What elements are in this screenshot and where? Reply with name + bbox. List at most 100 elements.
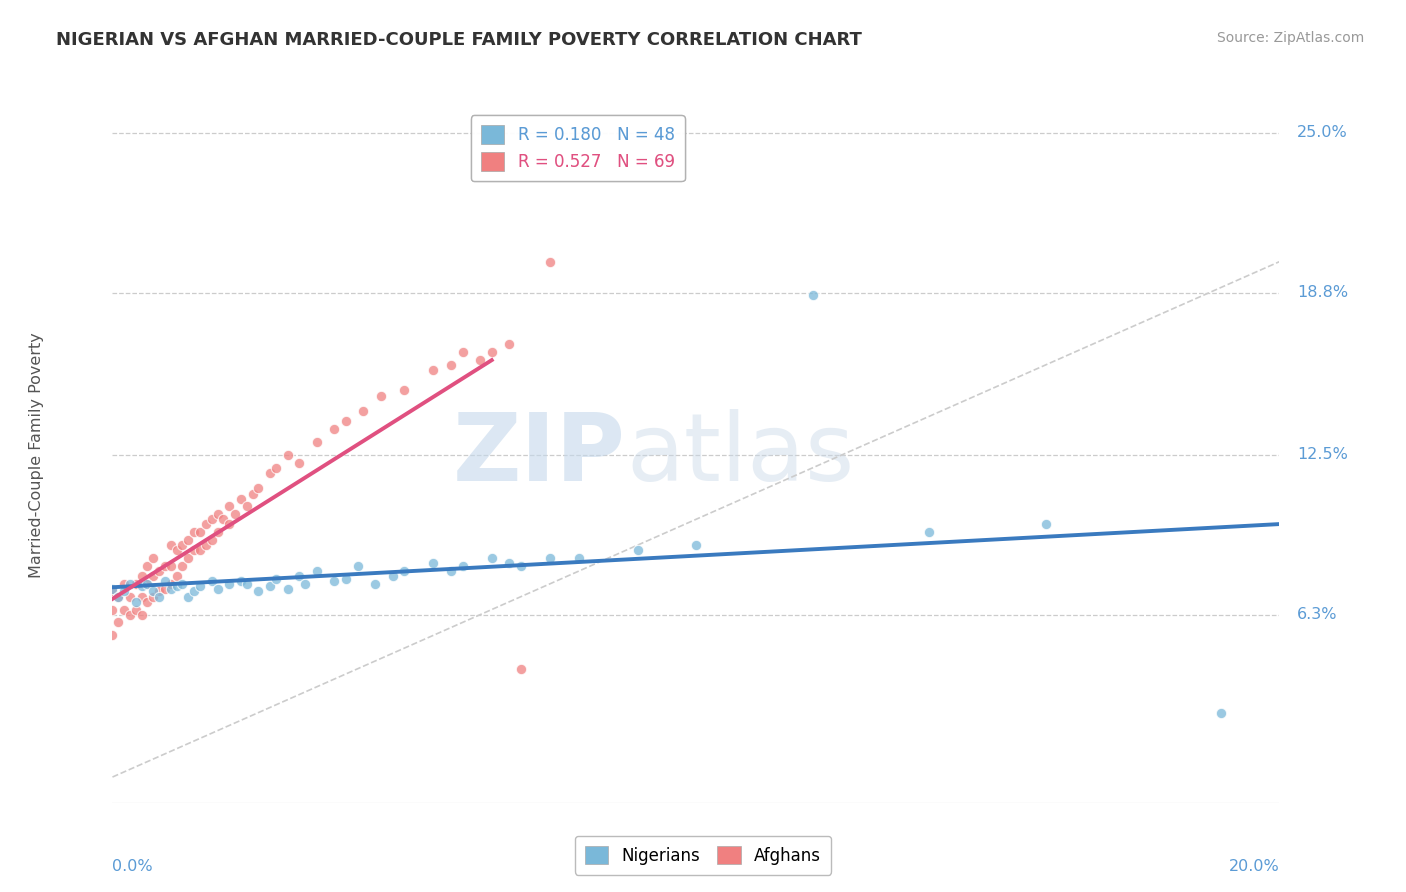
Point	[229, 574, 252, 589]
Point	[160, 538, 183, 552]
Point	[498, 337, 520, 351]
Point	[218, 500, 240, 514]
Point	[107, 590, 129, 604]
Point	[218, 576, 240, 591]
Point	[112, 576, 135, 591]
Point	[118, 590, 141, 604]
Point	[112, 584, 135, 599]
Point	[125, 595, 148, 609]
Point	[188, 543, 211, 558]
Point	[364, 576, 387, 591]
Text: ZIP: ZIP	[453, 409, 626, 501]
Point	[626, 543, 648, 558]
Point	[160, 582, 183, 596]
Point	[276, 582, 298, 596]
Point	[101, 584, 124, 599]
Point	[142, 590, 165, 604]
Point	[207, 507, 229, 521]
Point	[142, 569, 165, 583]
Text: Married-Couple Family Poverty: Married-Couple Family Poverty	[30, 332, 44, 578]
Point	[224, 507, 246, 521]
Point	[166, 569, 188, 583]
Point	[201, 533, 224, 547]
Point	[201, 574, 224, 589]
Point	[481, 344, 503, 359]
Point	[131, 579, 153, 593]
Point	[172, 558, 194, 573]
Point	[101, 602, 124, 616]
Point	[153, 582, 176, 596]
Point	[112, 602, 135, 616]
Point	[172, 576, 194, 591]
Point	[235, 576, 257, 591]
Text: 18.8%: 18.8%	[1296, 285, 1348, 300]
Point	[188, 579, 211, 593]
Point	[538, 551, 561, 566]
Point	[305, 564, 328, 578]
Point	[918, 525, 941, 540]
Text: 0.0%: 0.0%	[112, 860, 153, 874]
Point	[207, 525, 229, 540]
Point	[148, 564, 170, 578]
Point	[177, 590, 200, 604]
Point	[166, 579, 188, 593]
Point	[125, 602, 148, 616]
Text: atlas: atlas	[626, 409, 855, 501]
Point	[468, 352, 491, 367]
Text: 20.0%: 20.0%	[1229, 860, 1279, 874]
Point	[153, 574, 176, 589]
Point	[247, 584, 270, 599]
Point	[323, 574, 346, 589]
Point	[568, 551, 591, 566]
Point	[422, 556, 444, 570]
Point	[370, 389, 392, 403]
Point	[212, 512, 235, 526]
Text: Source: ZipAtlas.com: Source: ZipAtlas.com	[1216, 31, 1364, 45]
Point	[166, 543, 188, 558]
Text: 6.3%: 6.3%	[1296, 607, 1337, 623]
Point	[131, 569, 153, 583]
Point	[392, 384, 416, 398]
Legend: R = 0.180   N = 48, R = 0.527   N = 69: R = 0.180 N = 48, R = 0.527 N = 69	[471, 115, 685, 181]
Point	[148, 584, 170, 599]
Point	[235, 500, 257, 514]
Point	[177, 551, 200, 566]
Point	[288, 456, 311, 470]
Point	[276, 448, 298, 462]
Point	[194, 517, 217, 532]
Point	[201, 512, 224, 526]
Point	[183, 584, 205, 599]
Point	[101, 628, 124, 642]
Legend: Nigerians, Afghans: Nigerians, Afghans	[575, 836, 831, 875]
Point	[335, 414, 357, 428]
Point	[1035, 517, 1057, 532]
Point	[422, 363, 444, 377]
Point	[125, 576, 148, 591]
Point	[335, 572, 357, 586]
Point	[440, 358, 463, 372]
Point	[136, 595, 159, 609]
Point	[305, 435, 328, 450]
Point	[107, 590, 129, 604]
Point	[183, 525, 205, 540]
Point	[346, 558, 368, 573]
Point	[160, 576, 183, 591]
Point	[538, 254, 561, 268]
Point	[498, 556, 520, 570]
Point	[685, 538, 707, 552]
Text: 25.0%: 25.0%	[1296, 125, 1348, 140]
Point	[101, 582, 124, 596]
Point	[509, 662, 531, 676]
Point	[451, 344, 474, 359]
Point	[172, 538, 194, 552]
Point	[264, 572, 287, 586]
Point	[136, 576, 159, 591]
Point	[153, 558, 176, 573]
Point	[264, 460, 287, 475]
Point	[148, 590, 170, 604]
Point	[131, 590, 153, 604]
Point	[188, 525, 211, 540]
Point	[229, 491, 252, 506]
Point	[1209, 706, 1232, 720]
Point	[392, 564, 416, 578]
